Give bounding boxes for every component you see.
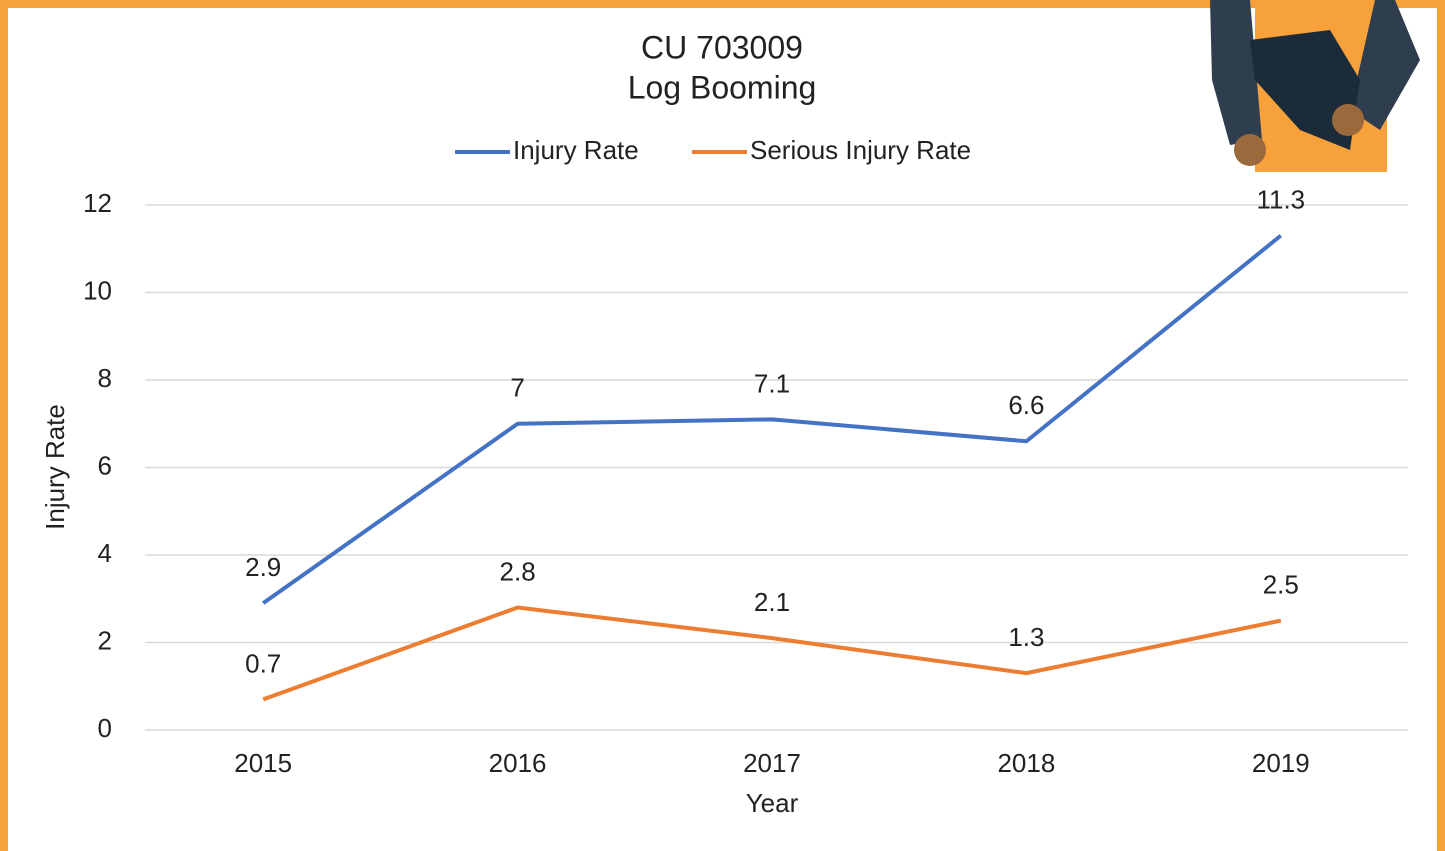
data-label: 1.3 xyxy=(1008,622,1044,652)
data-label: 2.1 xyxy=(754,587,790,617)
illustration-arm xyxy=(1210,0,1262,145)
data-label: 2.5 xyxy=(1263,570,1299,600)
series-line xyxy=(262,605,1282,702)
y-tick-label: 6 xyxy=(98,450,112,480)
illustration-hand xyxy=(1332,104,1364,136)
y-tick-label: 10 xyxy=(83,275,112,305)
data-label: 2.8 xyxy=(500,556,536,586)
data-label: 0.7 xyxy=(245,648,281,678)
y-tick-label: 12 xyxy=(83,188,112,218)
legend-label: Injury Rate xyxy=(513,135,639,165)
data-label: 6.6 xyxy=(1008,390,1044,420)
y-tick-label: 8 xyxy=(98,363,112,393)
legend-label: Serious Injury Rate xyxy=(750,135,971,165)
illustration-arm xyxy=(1350,0,1420,130)
illustration-hand xyxy=(1234,134,1266,166)
chart-subtitle: Log Booming xyxy=(628,69,817,105)
data-label: 7 xyxy=(510,373,524,403)
x-tick-label: 2019 xyxy=(1252,748,1310,778)
chart-title: CU 703009 xyxy=(641,29,803,65)
y-tick-label: 0 xyxy=(98,713,112,743)
x-tick-label: 2016 xyxy=(489,748,547,778)
data-label: 7.1 xyxy=(754,368,790,398)
x-tick-label: 2018 xyxy=(997,748,1055,778)
x-tick-label: 2015 xyxy=(234,748,292,778)
illustration xyxy=(1210,0,1420,172)
y-tick-label: 4 xyxy=(98,538,112,568)
series-line xyxy=(262,234,1283,605)
chart-background xyxy=(8,8,1437,851)
data-label: 11.3 xyxy=(1256,185,1305,215)
x-axis-label: Year xyxy=(746,788,799,818)
data-label: 2.9 xyxy=(245,552,281,582)
x-tick-label: 2017 xyxy=(743,748,801,778)
y-tick-label: 2 xyxy=(98,625,112,655)
y-axis-label: Injury Rate xyxy=(40,404,70,530)
